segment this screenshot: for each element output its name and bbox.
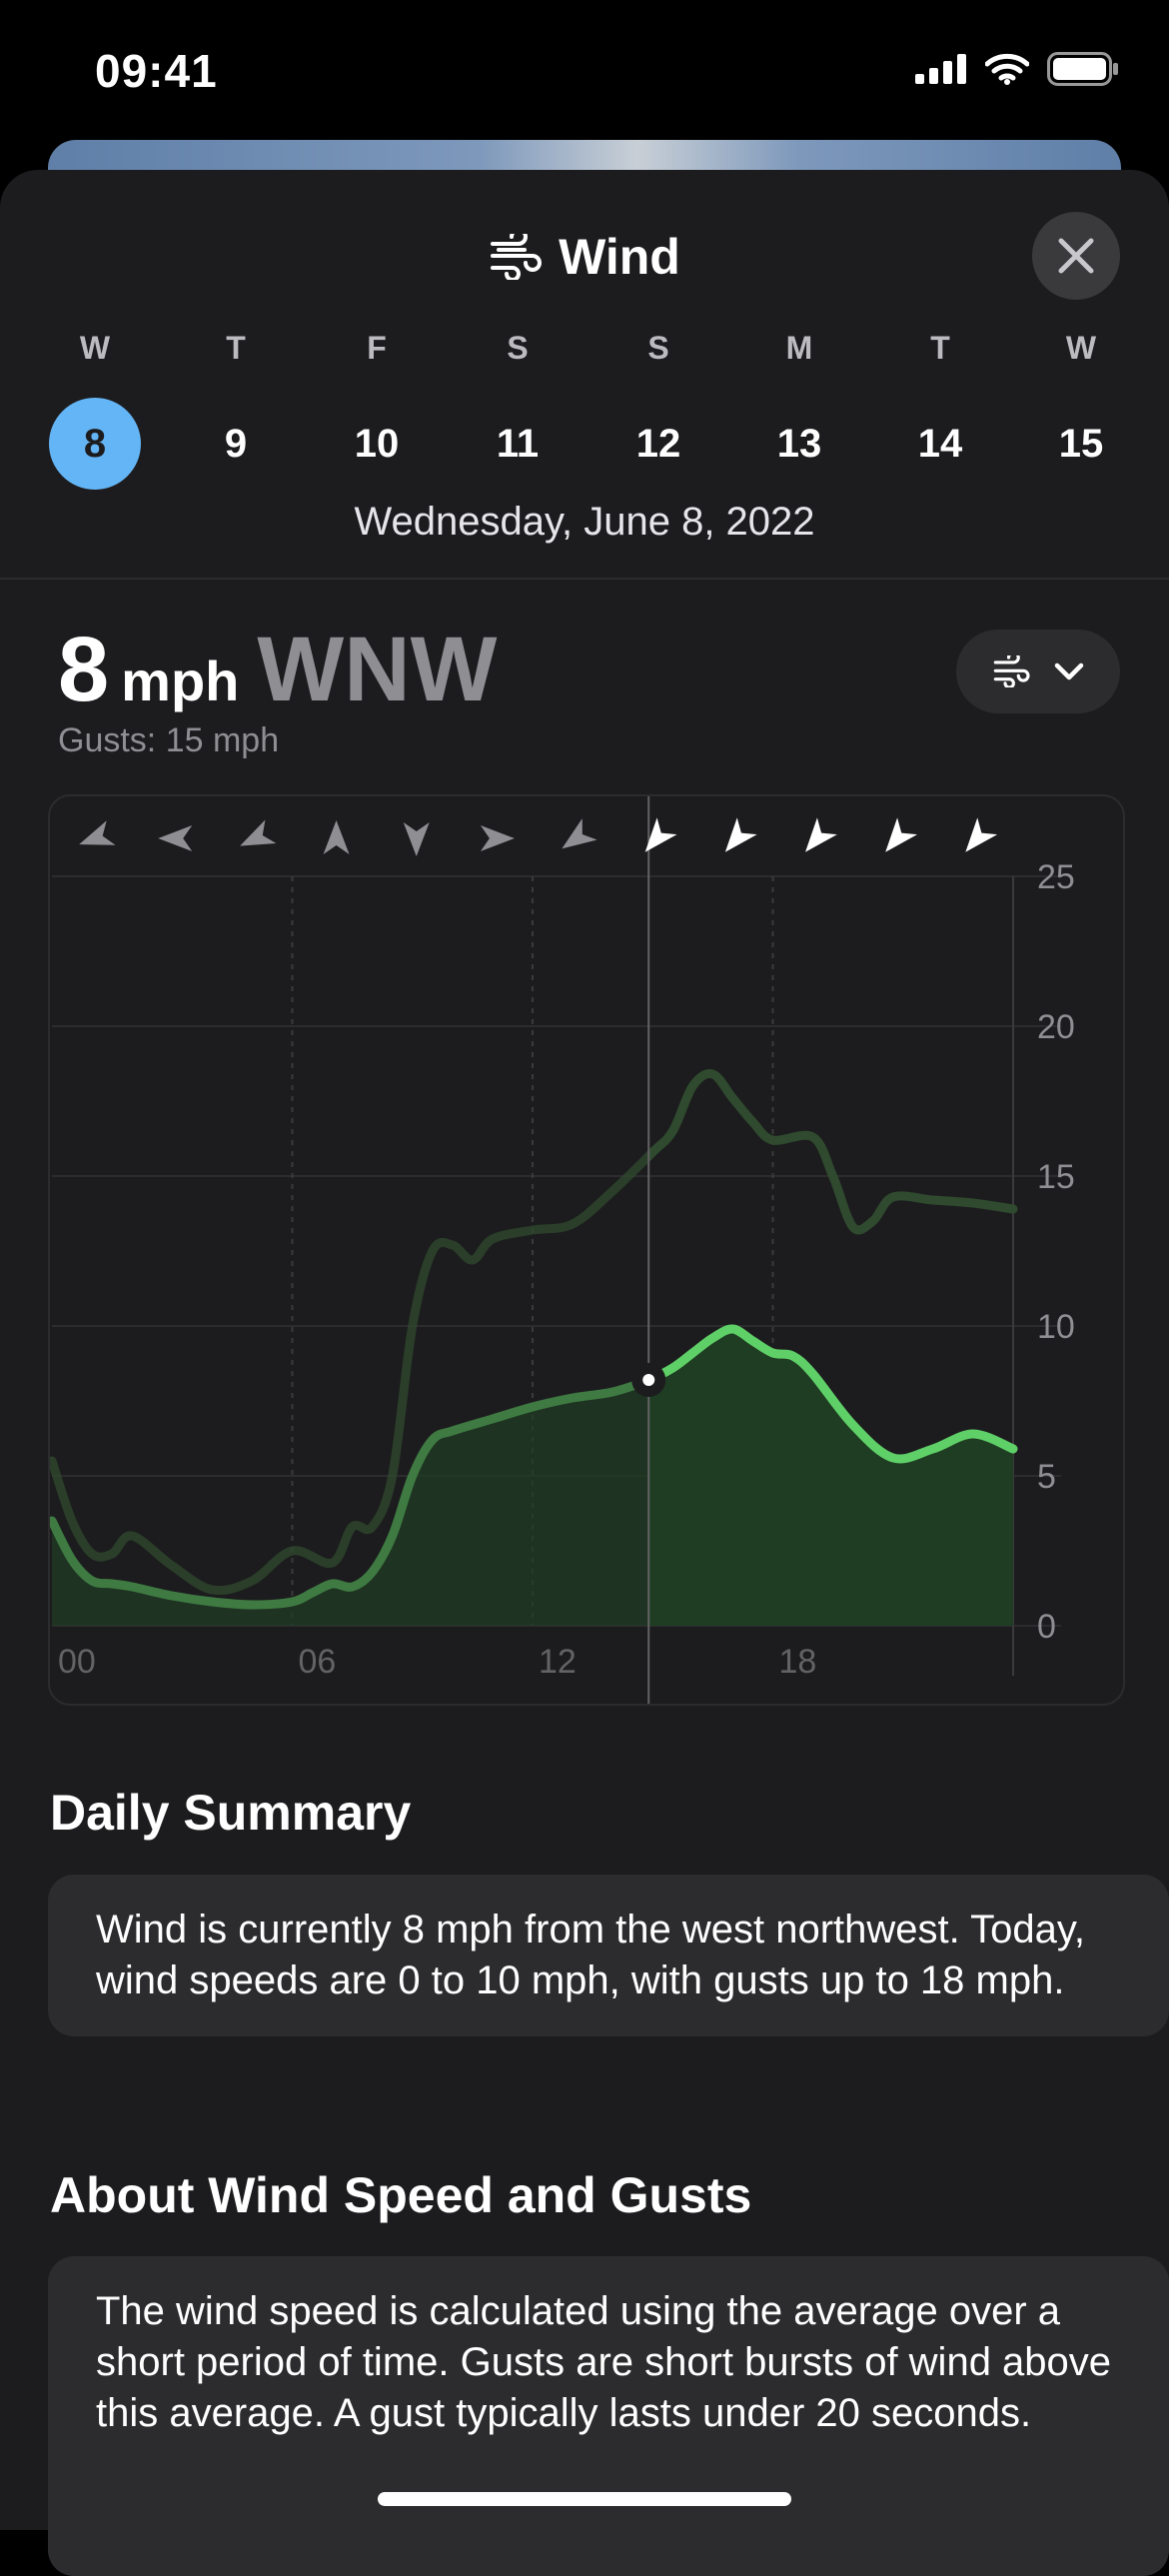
arrow-shape [323, 820, 350, 854]
arrow-shape [240, 819, 277, 846]
arrow-shape [724, 817, 757, 852]
wifi-icon [985, 53, 1029, 85]
battery-icon [1047, 52, 1118, 86]
wind-direction-arrow [79, 820, 116, 845]
about-heading: About Wind Speed and Gusts [50, 2167, 752, 2223]
y-tick-label: 20 [1037, 1008, 1075, 1046]
day-number: 10 [354, 422, 400, 466]
status-bar: 09:41 [0, 0, 1169, 150]
x-tick-label: 18 [779, 1643, 817, 1681]
day-number: 12 [635, 422, 681, 466]
day-of-week-label: M [785, 330, 813, 366]
arrow-shape [79, 820, 116, 845]
day-of-week-label: W [79, 330, 111, 366]
day-of-week-label: T [226, 330, 246, 366]
y-tick-label: 15 [1037, 1158, 1075, 1196]
current-speed: 8 [58, 619, 110, 720]
status-time: 09:41 [95, 45, 218, 97]
wind-direction-arrow [562, 818, 597, 849]
current-unit: mph [121, 649, 240, 712]
wind-icon [993, 655, 1030, 687]
close-icon [1058, 238, 1094, 274]
current-wind-readout: 8 mph WNW [58, 618, 498, 722]
wind-line [648, 1324, 1018, 1464]
chart-mode-button[interactable] [956, 630, 1120, 713]
day-number: 13 [776, 422, 822, 466]
day-12[interactable]: S 12 [608, 330, 708, 490]
gust-line [648, 1069, 1018, 1235]
y-tick-label: 25 [1037, 858, 1075, 896]
day-number: 14 [917, 422, 963, 466]
wind-direction-arrow [240, 819, 277, 846]
daily-summary-card: Wind is currently 8 mph from the west no… [48, 1875, 1169, 2036]
day-selector: W 8 T 9 F 10 S 11 S 12 M 13 T 14 W 15 [0, 330, 1169, 500]
close-button[interactable] [1032, 212, 1120, 300]
wind-icon [491, 234, 543, 280]
daily-summary-heading: Daily Summary [50, 1785, 412, 1841]
wind-direction-arrow [158, 825, 193, 851]
sheet-title: Wind [0, 228, 1169, 286]
cellular-signal-icon [915, 54, 966, 84]
wind-chart-svg[interactable]: 0 5 10 15 20 25 00 06 12 18 [50, 796, 1123, 1704]
day-11[interactable]: S 11 [468, 330, 568, 490]
arrow-shape [562, 818, 597, 849]
sheet-title-text: Wind [559, 229, 680, 285]
current-point-dot [642, 1374, 655, 1386]
day-of-week-label: S [507, 330, 529, 366]
wind-direction-arrow [965, 817, 998, 852]
wind-line-past [50, 1375, 649, 1610]
current-gusts: Gusts: 15 mph [58, 721, 280, 759]
x-tick-label: 12 [539, 1643, 577, 1681]
arrow-shape [644, 817, 677, 852]
wind-direction-arrow [403, 822, 430, 856]
divider [0, 578, 1169, 580]
day-13[interactable]: M 13 [749, 330, 849, 490]
arrow-shape [885, 817, 917, 852]
day-number: 15 [1058, 422, 1104, 466]
arrow-shape [965, 817, 998, 852]
day-number: 8 [49, 398, 141, 490]
wind-direction-arrow [323, 820, 350, 854]
y-tick-label: 5 [1037, 1458, 1056, 1496]
chevron-down-icon [1054, 662, 1084, 680]
wind-chart[interactable]: 0 5 10 15 20 25 00 06 12 18 [48, 794, 1125, 1706]
wind-area-fill [648, 1328, 1013, 1626]
day-of-week-label: W [1065, 330, 1097, 366]
y-tick-label: 0 [1037, 1608, 1056, 1646]
x-tick-label: 00 [58, 1643, 96, 1681]
day-10[interactable]: F 10 [327, 330, 427, 490]
arrow-shape [480, 825, 515, 851]
day-number: 9 [224, 422, 248, 466]
selected-date: Wednesday, June 8, 2022 [354, 500, 815, 544]
day-of-week-label: F [367, 330, 387, 366]
day-15[interactable]: W 15 [1031, 330, 1131, 490]
arrow-shape [805, 817, 837, 852]
arrow-shape [158, 825, 193, 851]
day-of-week-label: S [647, 330, 669, 366]
arrow-shape [403, 822, 430, 856]
day-14[interactable]: T 14 [890, 330, 990, 490]
wind-direction-arrow [885, 817, 917, 852]
wind-direction-arrow [724, 817, 757, 852]
wind-direction-arrow [805, 817, 837, 852]
x-tick-label: 06 [299, 1643, 337, 1681]
wind-direction-arrow [480, 825, 515, 851]
home-indicator[interactable] [378, 2492, 791, 2506]
day-of-week-label: T [930, 330, 950, 366]
wind-sheet [0, 170, 1169, 2530]
y-tick-label: 10 [1037, 1308, 1075, 1346]
day-number: 11 [496, 422, 540, 466]
about-card: The wind speed is calculated using the a… [48, 2256, 1169, 2576]
gust-line-past [50, 1149, 649, 1596]
current-direction: WNW [257, 619, 498, 720]
status-icons [915, 52, 1119, 86]
wind-area-fill-past [52, 1379, 649, 1626]
wind-direction-arrow [644, 817, 677, 852]
